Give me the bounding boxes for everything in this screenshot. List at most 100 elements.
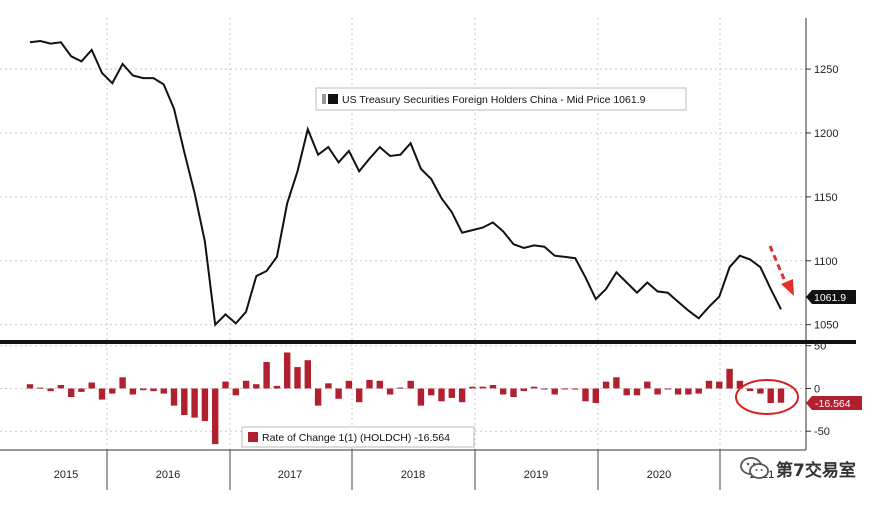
- rate-bar: [335, 388, 342, 399]
- sub-legend-label: Rate of Change 1(1) (HOLDCH) -16.564: [262, 432, 450, 444]
- rate-bar: [582, 388, 589, 402]
- rate-bar: [438, 388, 445, 402]
- rate-bar: [376, 380, 383, 389]
- rate-bar: [150, 388, 157, 392]
- main-legend-label: US Treasury Securities Foreign Holders C…: [342, 94, 646, 106]
- rate-bar: [530, 386, 538, 389]
- rate-bar: [345, 380, 353, 389]
- rate-bar: [458, 388, 466, 403]
- rate-bar: [325, 383, 332, 389]
- sub-y-ticks: 50 0 -50: [806, 341, 830, 438]
- rate-bar: [181, 388, 188, 415]
- rate-bar: [654, 388, 661, 395]
- wechat-logo-icon: [740, 457, 769, 479]
- x-year-ticks: 2015201620172018201920202021: [54, 450, 774, 490]
- x-year-label: 2018: [401, 469, 425, 481]
- rate-bar: [119, 377, 126, 389]
- x-year-label: 2015: [54, 469, 78, 481]
- rate-bar: [602, 381, 610, 389]
- rate-bar: [623, 388, 630, 396]
- rate-bar: [695, 388, 702, 394]
- rate-bar: [572, 388, 579, 390]
- rate-bar: [746, 388, 754, 392]
- rate-bar: [489, 385, 497, 389]
- main-y-tick-label: 1250: [814, 64, 838, 76]
- rate-bar: [777, 388, 785, 403]
- sub-gridlines: [0, 345, 806, 432]
- rate-bar: [356, 388, 363, 403]
- main-y-tick-label: 1050: [814, 320, 838, 332]
- rate-bar: [242, 380, 250, 389]
- rate-bar: [78, 388, 85, 392]
- rate-bar: [633, 388, 641, 396]
- rate-bar: [232, 388, 239, 396]
- rate-bar: [314, 388, 322, 406]
- main-price-line: [29, 39, 782, 327]
- rate-bar: [386, 388, 394, 395]
- rate-bar: [366, 379, 373, 389]
- sub-legend-swatch: [248, 432, 258, 442]
- rate-bar: [304, 360, 311, 389]
- down-arrow-annotation: [768, 245, 794, 296]
- rate-bar: [263, 362, 270, 389]
- main-last-value-tag: 1061.9: [806, 290, 856, 304]
- main-legend-swatch-dark: [328, 94, 338, 104]
- rate-bar: [98, 388, 106, 400]
- rate-bar: [26, 384, 34, 389]
- rate-bar: [757, 388, 764, 394]
- highlight-circle-annotation: [735, 379, 799, 415]
- rate-bar: [294, 367, 301, 389]
- rate-bar: [201, 388, 209, 421]
- rate-bar: [541, 388, 548, 390]
- rate-bar: [140, 388, 147, 391]
- rate-bar: [520, 388, 527, 392]
- main-legend: US Treasury Securities Foreign Holders C…: [315, 87, 687, 111]
- sub-last-value-tag: -16.564: [806, 396, 862, 410]
- rate-bar: [664, 388, 671, 390]
- main-y-tick-label: 1100: [814, 256, 838, 268]
- main-legend-swatch: [322, 94, 326, 104]
- rate-bar: [222, 381, 229, 389]
- rate-bar: [479, 386, 486, 389]
- sub-legend: Rate of Change 1(1) (HOLDCH) -16.564: [241, 426, 475, 448]
- rate-bar: [644, 381, 651, 389]
- main-y-ticks: 1250 1200 1150 1100 1050: [806, 64, 838, 332]
- rate-bar: [674, 388, 682, 395]
- rate-bar: [726, 368, 733, 389]
- main-gridlines: [0, 68, 806, 326]
- rate-bar: [37, 387, 44, 389]
- rate-bar: [417, 388, 425, 406]
- x-year-label: 2017: [278, 469, 302, 481]
- main-y-tick-label: 1200: [814, 128, 838, 140]
- rate-bar: [685, 388, 692, 395]
- rate-bar: [212, 388, 219, 445]
- rate-bar: [428, 388, 435, 396]
- main-last-value-label: 1061.9: [814, 292, 846, 304]
- rate-bar: [736, 380, 744, 389]
- rate-bar: [510, 388, 517, 397]
- panel-divider: [0, 340, 856, 344]
- rate-bar: [68, 388, 75, 397]
- sub-y-tick-label: -50: [814, 426, 830, 438]
- rate-bar: [592, 388, 599, 403]
- rate-bar: [500, 388, 507, 395]
- main-y-tick-label: 1150: [814, 192, 838, 204]
- rate-bar: [170, 388, 178, 406]
- rate-bar: [109, 388, 116, 394]
- rate-bar: [284, 352, 291, 389]
- x-year-label: 2020: [647, 469, 671, 481]
- x-year-label: 2016: [156, 469, 180, 481]
- rate-bar: [57, 385, 65, 389]
- rate-of-change-bars: [26, 352, 785, 445]
- vertical-gridlines: [106, 18, 721, 450]
- rate-bar: [551, 388, 558, 395]
- rate-bar: [253, 384, 260, 389]
- sub-last-value-label: -16.564: [815, 398, 851, 410]
- rate-bar: [88, 382, 95, 389]
- rate-bar: [705, 380, 713, 389]
- x-year-label: 2019: [524, 469, 548, 481]
- rate-bar: [613, 377, 620, 389]
- rate-bar: [191, 388, 198, 418]
